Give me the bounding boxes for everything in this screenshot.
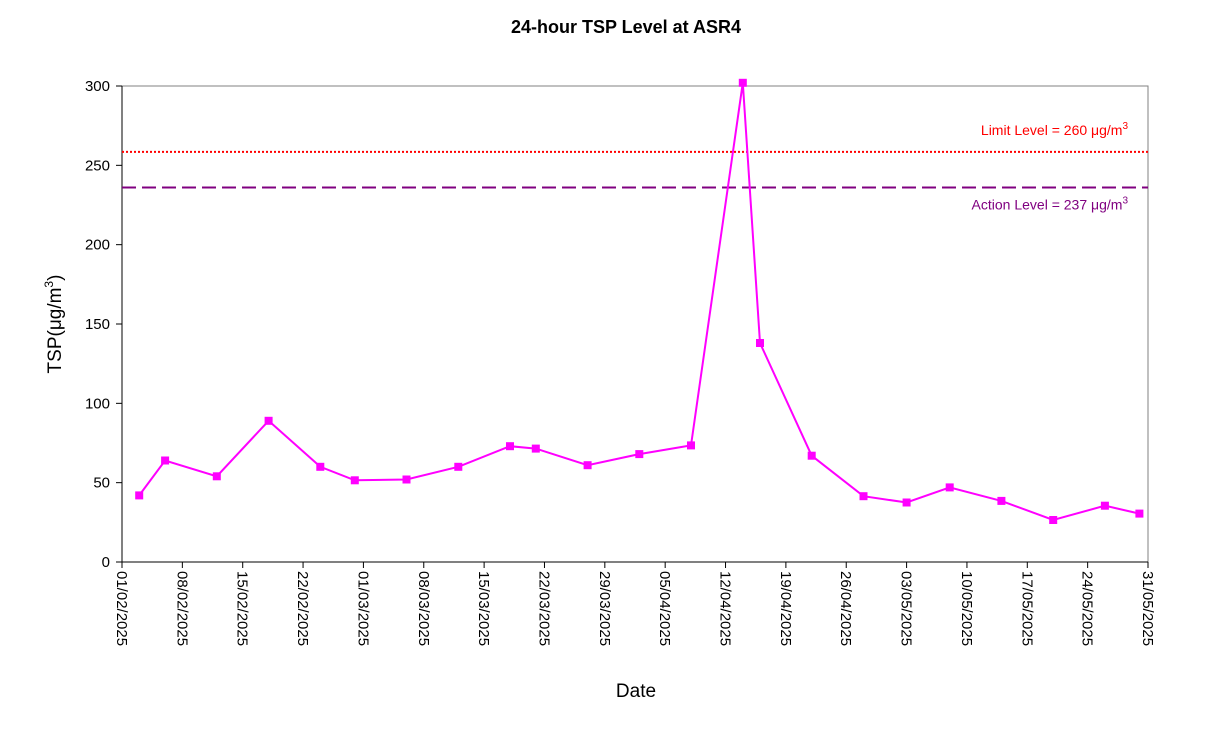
tsp-data-point bbox=[1135, 509, 1144, 518]
y-tick-label: 300 bbox=[85, 78, 110, 95]
tsp-data-point bbox=[807, 451, 816, 460]
tsp-data-point bbox=[264, 416, 273, 425]
tsp-data-point bbox=[859, 492, 868, 501]
y-tick-label: 0 bbox=[102, 554, 110, 571]
tsp-data-point bbox=[454, 462, 463, 471]
y-axis-label-sup: 3 bbox=[42, 281, 56, 288]
tsp-data-point bbox=[316, 462, 325, 471]
y-axis-label: TSP(μg/m3) bbox=[42, 275, 66, 374]
plot-frame bbox=[121, 85, 1149, 563]
action-level-label: Action Level = 237 μg/m3 bbox=[972, 196, 1129, 213]
tsp-data-point bbox=[1049, 516, 1058, 524]
tsp-data-point bbox=[997, 496, 1006, 505]
x-tick-label: 15/03/2025 bbox=[475, 571, 492, 646]
tsp-data-point bbox=[756, 339, 764, 347]
x-tick-label: 15/02/2025 bbox=[234, 571, 251, 646]
tsp-data-point bbox=[350, 476, 359, 485]
y-tick-label: 200 bbox=[85, 237, 110, 254]
x-tick-label: 12/04/2025 bbox=[717, 571, 734, 646]
x-tick-label: 01/02/2025 bbox=[113, 571, 130, 646]
x-tick-label: 01/03/2025 bbox=[354, 571, 371, 646]
tsp-data-point bbox=[1100, 501, 1109, 510]
limit-level-label: Limit Level = 260 μg/m3 bbox=[981, 121, 1129, 138]
x-tick-label: 03/05/2025 bbox=[898, 571, 915, 646]
x-tick-label: 26/04/2025 bbox=[837, 571, 854, 646]
tsp-data-point bbox=[902, 498, 911, 507]
tsp-data-point bbox=[402, 475, 411, 484]
y-tick-label: 150 bbox=[85, 316, 110, 333]
chart-title: 24-hour TSP Level at ASR4 bbox=[511, 17, 741, 37]
y-axis-label-end: ) bbox=[45, 275, 66, 281]
x-tick-label: 19/04/2025 bbox=[777, 571, 794, 646]
x-tick-label: 29/03/2025 bbox=[596, 571, 613, 646]
tsp-data-point bbox=[583, 461, 592, 470]
x-axis-label: Date bbox=[616, 681, 656, 702]
tsp-data-point bbox=[687, 441, 695, 450]
x-tick-label: 08/02/2025 bbox=[173, 571, 190, 646]
tsp-data-point bbox=[945, 483, 954, 492]
tsp-data-point bbox=[506, 442, 514, 451]
x-tick-label: 08/03/2025 bbox=[415, 571, 432, 646]
x-tick-label: 31/05/2025 bbox=[1139, 571, 1156, 646]
tsp-data-point bbox=[135, 491, 144, 500]
tsp-data-point bbox=[635, 450, 644, 459]
tsp-data-point bbox=[738, 78, 747, 87]
tsp-data-point bbox=[212, 472, 221, 481]
tsp-data-point bbox=[161, 456, 170, 465]
x-tick-label: 22/03/2025 bbox=[535, 571, 552, 646]
y-axis-label-main: TSP( bbox=[45, 330, 66, 374]
plot-area: 0 50 100 150 200 250 300 01/02/2025 08/02/2025 15… bbox=[85, 78, 1156, 646]
x-tick-label: 17/05/2025 bbox=[1018, 571, 1035, 646]
x-tick-label: 10/05/2025 bbox=[958, 571, 975, 646]
x-tick-label: 05/04/2025 bbox=[656, 571, 673, 646]
y-tick-label: 50 bbox=[93, 475, 110, 492]
y-axis-label-unit: μg/m bbox=[45, 288, 66, 331]
x-tick-label: 22/02/2025 bbox=[294, 571, 311, 646]
y-tick-label: 100 bbox=[85, 395, 110, 412]
tsp-data-point bbox=[531, 444, 540, 453]
y-tick-label: 250 bbox=[85, 157, 110, 174]
x-tick-label: 24/05/2025 bbox=[1079, 571, 1096, 646]
